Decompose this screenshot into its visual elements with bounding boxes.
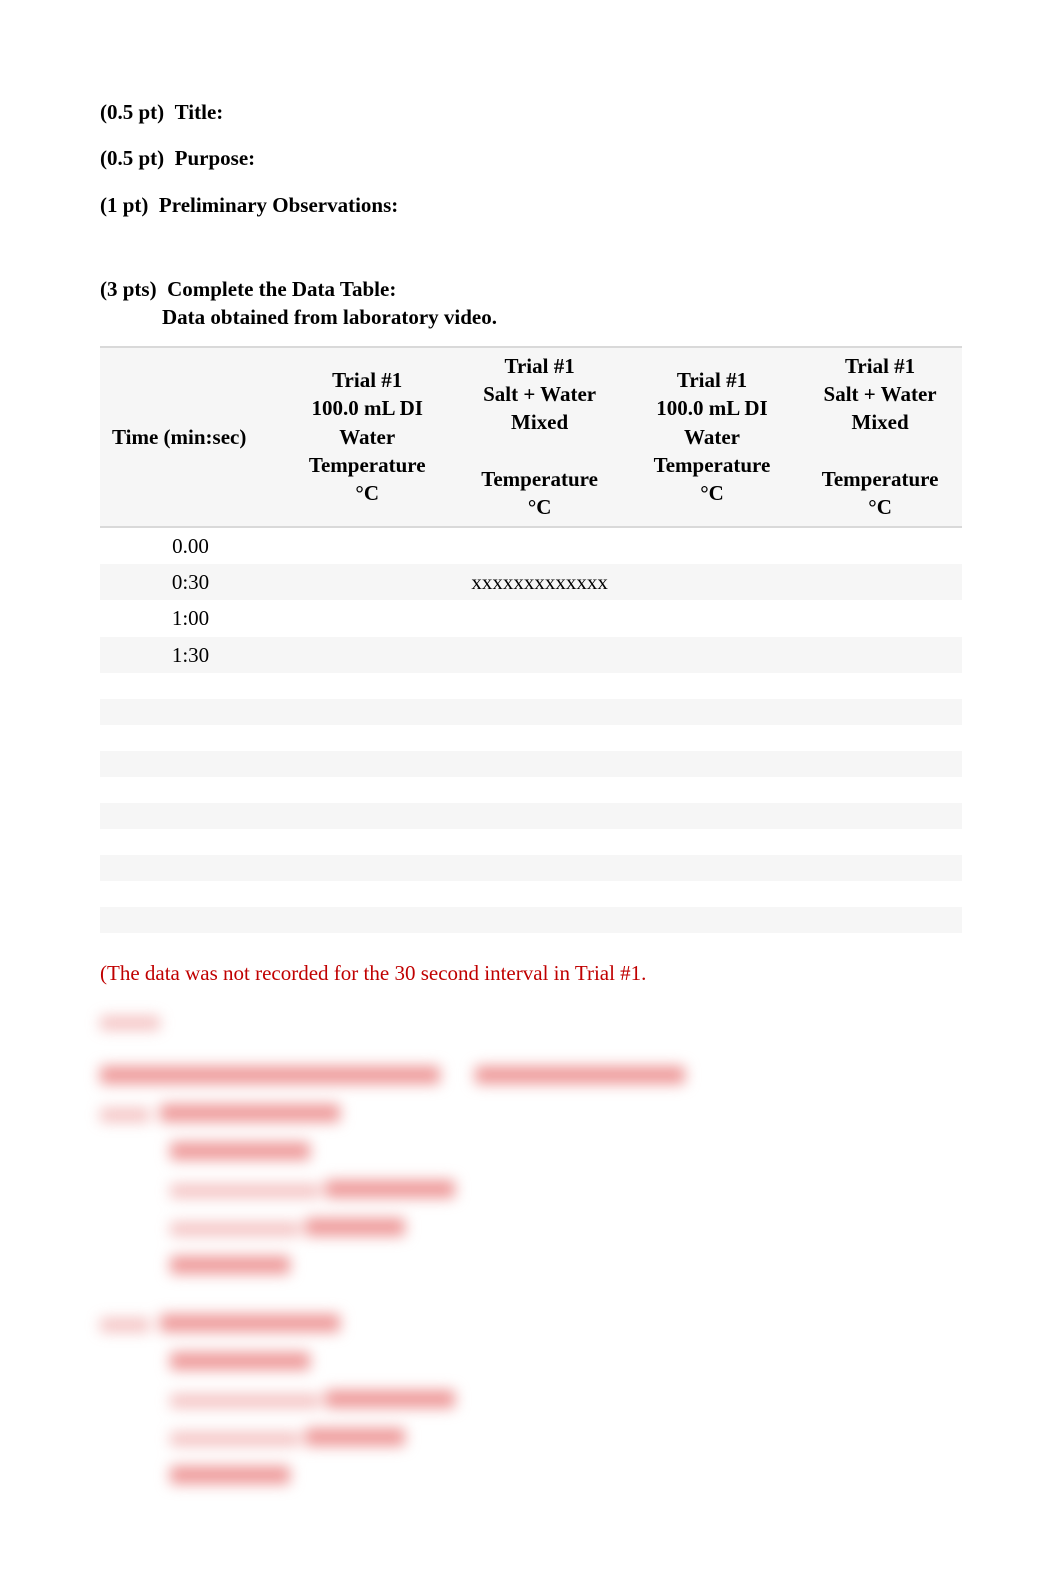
- cell-c3: [626, 600, 798, 636]
- title-label: Title:: [175, 100, 224, 124]
- col-trial1-mix: Trial #1 Salt + Water Mixed Temperature …: [453, 347, 625, 527]
- purpose-line: (0.5 pt) Purpose:: [100, 144, 962, 172]
- cell-c4: [798, 564, 962, 600]
- cell-time: 0:30: [100, 564, 281, 600]
- cell-time: 1:00: [100, 600, 281, 636]
- purpose-points: (0.5 pt): [100, 146, 164, 170]
- col-time-label: Time (min:sec): [112, 425, 246, 449]
- title-line: (0.5 pt) Title:: [100, 98, 962, 126]
- c4l2: Salt + Water: [824, 382, 937, 406]
- c2l3: Mixed: [511, 410, 568, 434]
- title-points: (0.5 pt): [100, 100, 164, 124]
- c1l5: °C: [355, 481, 379, 505]
- c1l4: Temperature: [309, 453, 426, 477]
- table-row-blank: [100, 881, 962, 907]
- cell-c4: [798, 600, 962, 636]
- c1l2: 100.0 mL DI: [311, 396, 422, 420]
- cell-c2: xxxxxxxxxxxxx: [453, 564, 625, 600]
- table-row: 0.00: [100, 527, 962, 564]
- cell-c3: [626, 527, 798, 564]
- c2l5: °C: [528, 495, 552, 519]
- page: (0.5 pt) Title: (0.5 pt) Purpose: (1 pt)…: [0, 0, 1062, 1580]
- table-row: 1:00: [100, 600, 962, 636]
- data-table: Time (min:sec) Trial #1 100.0 mL DI Wate…: [100, 346, 962, 933]
- cell-c2: [453, 600, 625, 636]
- c2l2: Salt + Water: [483, 382, 596, 406]
- prelim-line: (1 pt) Preliminary Observations:: [100, 191, 962, 219]
- c3l1: Trial #1: [677, 368, 747, 392]
- c3l4: Temperature: [654, 453, 771, 477]
- cell-c4: [798, 637, 962, 673]
- data-table-points: (3 pts): [100, 277, 157, 301]
- col-trial2-mix: Trial #1 Salt + Water Mixed Temperature …: [798, 347, 962, 527]
- cell-c3: [626, 637, 798, 673]
- cell-c1: [281, 527, 453, 564]
- table-row-blank: [100, 907, 962, 933]
- cell-c4: [798, 527, 962, 564]
- table-row: 0:30 xxxxxxxxxxxxx: [100, 564, 962, 600]
- table-row-blank: [100, 751, 962, 777]
- col-time: Time (min:sec): [100, 347, 281, 527]
- c2l4: Temperature: [481, 467, 598, 491]
- c3l2: 100.0 mL DI: [656, 396, 767, 420]
- table-row-blank: [100, 777, 962, 803]
- c1l3: Water: [339, 425, 395, 449]
- cell-c2: [453, 527, 625, 564]
- col-trial2-water: Trial #1 100.0 mL DI Water Temperature °…: [626, 347, 798, 527]
- col-trial1-water: Trial #1 100.0 mL DI Water Temperature °…: [281, 347, 453, 527]
- cell-time: 0.00: [100, 527, 281, 564]
- blurred-hint-block: [100, 1008, 962, 1494]
- cell-time: 1:30: [100, 637, 281, 673]
- table-row-blank: [100, 855, 962, 881]
- cell-c1: [281, 637, 453, 673]
- cell-c1: [281, 600, 453, 636]
- prelim-points: (1 pt): [100, 193, 148, 217]
- table-row-blank: [100, 725, 962, 751]
- note-red-text: (The data was not recorded for the 30 se…: [100, 959, 962, 987]
- table-header-row: Time (min:sec) Trial #1 100.0 mL DI Wate…: [100, 347, 962, 527]
- data-table-title: Complete the Data Table:: [167, 277, 396, 301]
- c4l1: Trial #1: [845, 354, 915, 378]
- c1l1: Trial #1: [332, 368, 402, 392]
- c3l5: °C: [700, 481, 724, 505]
- table-body: 0.00 0:30 xxxxxxxxxxxxx 1:00: [100, 527, 962, 933]
- c4l5: °C: [868, 495, 892, 519]
- cell-c3: [626, 564, 798, 600]
- c3l3: Water: [684, 425, 740, 449]
- prelim-label: Preliminary Observations:: [159, 193, 398, 217]
- c4l4: Temperature: [822, 467, 939, 491]
- table-row-blank: [100, 829, 962, 855]
- c4l3: Mixed: [852, 410, 909, 434]
- table-row-blank: [100, 673, 962, 699]
- table-row: 1:30: [100, 637, 962, 673]
- purpose-label: Purpose:: [175, 146, 256, 170]
- data-table-heading: (3 pts) Complete the Data Table:: [100, 275, 962, 303]
- cell-c1: [281, 564, 453, 600]
- table-row-blank: [100, 699, 962, 725]
- data-table-subtitle: Data obtained from laboratory video.: [162, 303, 962, 331]
- table-row-blank: [100, 803, 962, 829]
- c2l1: Trial #1: [505, 354, 575, 378]
- cell-c2: [453, 637, 625, 673]
